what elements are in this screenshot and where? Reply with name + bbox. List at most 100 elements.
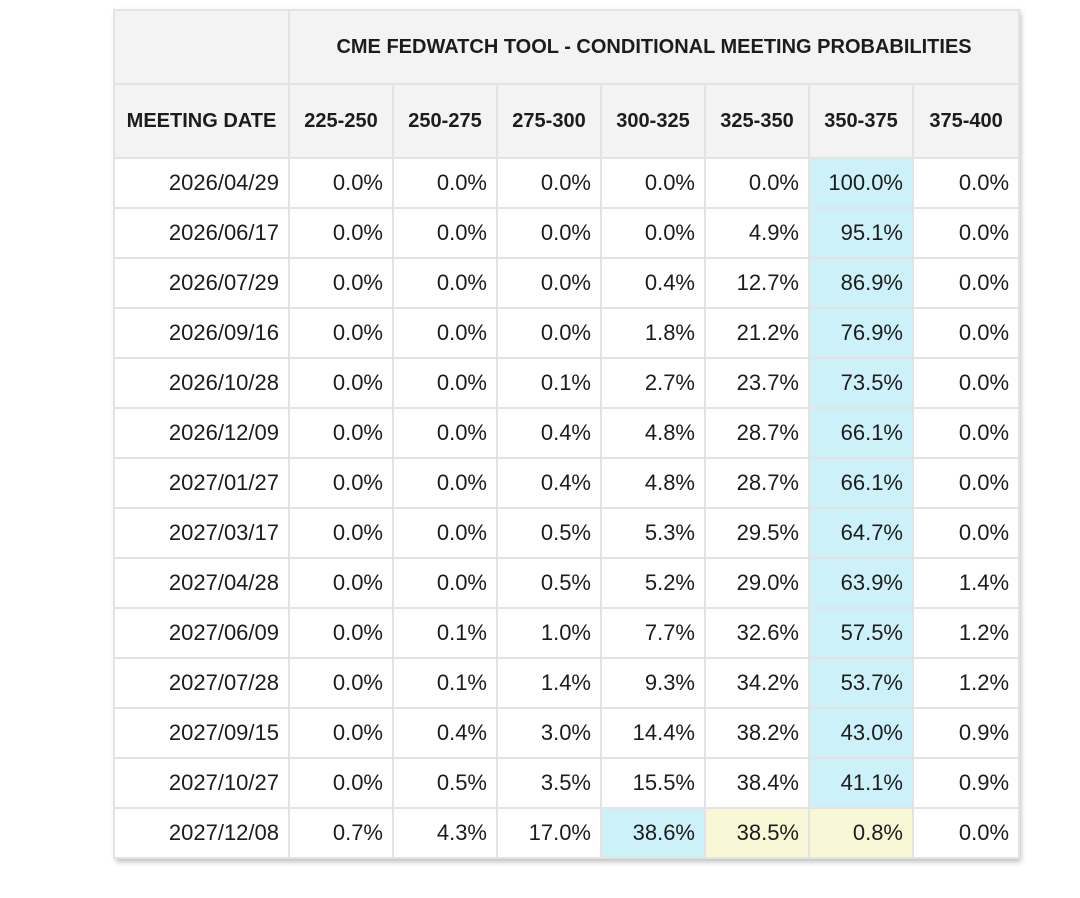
probability-cell: 34.2%: [704, 657, 810, 709]
probability-cell: 0.0%: [911, 207, 1021, 259]
probability-cell: 0.0%: [288, 757, 394, 809]
probability-cell: 53.7%: [808, 657, 914, 709]
probability-cell: 28.7%: [704, 457, 810, 509]
table-body: 2026/04/29 0.0% 0.0% 0.0% 0.0% 0.0% 100.0% 0.0%…: [113, 157, 1021, 859]
probability-cell: 4.8%: [600, 407, 706, 459]
probability-cell: 0.0%: [911, 357, 1021, 409]
probability-cell: 0.0%: [288, 357, 394, 409]
table-row: 2026/10/28 0.0% 0.0% 0.1% 2.7% 23.7% 73.5% 0.0%: [113, 357, 1021, 409]
probability-cell: 1.2%: [911, 657, 1021, 709]
probability-cell: 43.0%: [808, 707, 914, 759]
probability-cell: 66.1%: [808, 457, 914, 509]
meeting-date-cell: 2027/10/27: [113, 757, 290, 809]
meeting-date-cell: 2026/10/28: [113, 357, 290, 409]
probability-cell: 0.0%: [911, 507, 1021, 559]
probability-cell: 12.7%: [704, 257, 810, 309]
probability-cell: 86.9%: [808, 257, 914, 309]
table-row: 2026/12/09 0.0% 0.0% 0.4% 4.8% 28.7% 66.1% 0.0%: [113, 407, 1021, 459]
probability-cell: 2.7%: [600, 357, 706, 409]
probability-cell: 38.4%: [704, 757, 810, 809]
table-title: CME FEDWATCH TOOL - CONDITIONAL MEETING …: [287, 9, 1021, 85]
probability-cell: 0.0%: [288, 557, 394, 609]
table-row: 2026/07/29 0.0% 0.0% 0.0% 0.4% 12.7% 86.9% 0.0%: [113, 257, 1021, 309]
corner-cell: [113, 9, 290, 85]
probability-cell: 0.8%: [808, 807, 914, 859]
rate-column-header: 275-300: [496, 83, 602, 159]
probability-cell: 0.0%: [392, 157, 498, 209]
probability-cell: 0.7%: [288, 807, 394, 859]
table-row: 2027/12/08 0.7% 4.3% 17.0% 38.6% 38.5% 0.8% 0.0…: [113, 807, 1021, 859]
probability-cell: 0.0%: [288, 307, 394, 359]
probability-cell: 0.0%: [392, 307, 498, 359]
table-row: 2026/06/17 0.0% 0.0% 0.0% 0.0% 4.9% 95.1% 0.0%: [113, 207, 1021, 259]
table-row: 2027/07/28 0.0% 0.1% 1.4% 9.3% 34.2% 53.7% 1.2%: [113, 657, 1021, 709]
probability-cell: 0.0%: [911, 457, 1021, 509]
probability-cell: 0.0%: [288, 607, 394, 659]
probability-cell: 41.1%: [808, 757, 914, 809]
probability-cell: 0.0%: [600, 207, 706, 259]
probability-cell: 0.0%: [288, 257, 394, 309]
probability-cell: 0.0%: [392, 257, 498, 309]
meeting-date-cell: 2027/06/09: [113, 607, 290, 659]
probability-cell: 73.5%: [808, 357, 914, 409]
meeting-date-cell: 2026/04/29: [113, 157, 290, 209]
probability-table: CME FEDWATCH TOOL - CONDITIONAL MEETING …: [113, 9, 1021, 859]
probability-cell: 14.4%: [600, 707, 706, 759]
probability-cell: 0.0%: [392, 207, 498, 259]
probability-cell: 4.9%: [704, 207, 810, 259]
probability-cell: 1.4%: [496, 657, 602, 709]
probability-cell: 7.7%: [600, 607, 706, 659]
probability-cell: 0.0%: [288, 707, 394, 759]
meeting-date-cell: 2027/07/28: [113, 657, 290, 709]
table-row: 2026/04/29 0.0% 0.0% 0.0% 0.0% 0.0% 100.0% 0.0%: [113, 157, 1021, 209]
probability-cell: 0.9%: [911, 757, 1021, 809]
probability-cell: 0.0%: [288, 207, 394, 259]
probability-cell: 5.3%: [600, 507, 706, 559]
rate-column-header: 325-350: [704, 83, 810, 159]
probability-cell: 15.5%: [600, 757, 706, 809]
probability-cell: 38.6%: [600, 807, 706, 859]
table-row: 2027/10/27 0.0% 0.5% 3.5% 15.5% 38.4% 41.1% 0.9…: [113, 757, 1021, 809]
probability-cell: 0.5%: [496, 557, 602, 609]
probability-cell: 28.7%: [704, 407, 810, 459]
meeting-date-cell: 2026/06/17: [113, 207, 290, 259]
probability-cell: 0.0%: [911, 257, 1021, 309]
probability-cell: 0.1%: [392, 657, 498, 709]
column-header-row: MEETING DATE 225-250 250-275 275-300 300-32…: [113, 83, 1021, 159]
probability-cell: 0.0%: [600, 157, 706, 209]
probability-cell: 0.9%: [911, 707, 1021, 759]
probability-cell: 0.4%: [496, 457, 602, 509]
probability-cell: 21.2%: [704, 307, 810, 359]
probability-cell: 3.5%: [496, 757, 602, 809]
probability-cell: 1.0%: [496, 607, 602, 659]
probability-cell: 76.9%: [808, 307, 914, 359]
title-row: CME FEDWATCH TOOL - CONDITIONAL MEETING …: [113, 9, 1021, 85]
meeting-date-cell: 2027/04/28: [113, 557, 290, 609]
probability-cell: 0.4%: [496, 407, 602, 459]
probability-cell: 0.0%: [392, 457, 498, 509]
probability-cell: 5.2%: [600, 557, 706, 609]
probability-cell: 0.0%: [392, 357, 498, 409]
table-row: 2027/04/28 0.0% 0.0% 0.5% 5.2% 29.0% 63.9% 1.4%: [113, 557, 1021, 609]
meeting-date-cell: 2026/12/09: [113, 407, 290, 459]
probability-table-container: CME FEDWATCH TOOL - CONDITIONAL MEETING …: [113, 9, 1021, 859]
probability-cell: 1.4%: [911, 557, 1021, 609]
probability-cell: 0.0%: [288, 157, 394, 209]
probability-cell: 0.0%: [288, 507, 394, 559]
rate-column-header: 300-325: [600, 83, 706, 159]
probability-cell: 0.0%: [392, 407, 498, 459]
probability-cell: 29.0%: [704, 557, 810, 609]
probability-cell: 4.3%: [392, 807, 498, 859]
probability-cell: 0.0%: [496, 307, 602, 359]
rate-column-header: 250-275: [392, 83, 498, 159]
probability-cell: 57.5%: [808, 607, 914, 659]
table-row: 2027/01/27 0.0% 0.0% 0.4% 4.8% 28.7% 66.1% 0.0%: [113, 457, 1021, 509]
probability-cell: 1.2%: [911, 607, 1021, 659]
probability-cell: 0.0%: [911, 807, 1021, 859]
probability-cell: 1.8%: [600, 307, 706, 359]
meeting-date-cell: 2027/01/27: [113, 457, 290, 509]
rate-column-header: 225-250: [288, 83, 394, 159]
meeting-date-header: MEETING DATE: [113, 83, 290, 159]
rate-column-header: 375-400: [911, 83, 1021, 159]
probability-cell: 0.0%: [911, 407, 1021, 459]
